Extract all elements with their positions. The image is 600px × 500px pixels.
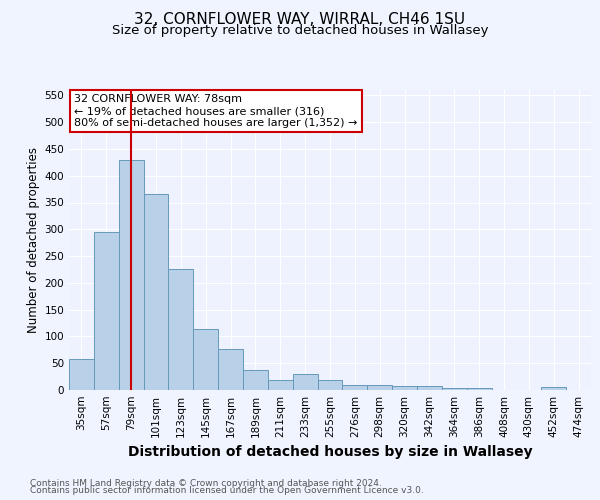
Bar (317, 380, 343, 390)
Bar (169, 270, 193, 390)
X-axis label: Distribution of detached houses by size in Wallasey: Distribution of detached houses by size … (128, 446, 532, 460)
Bar (392, 386, 417, 390)
Text: 32 CORNFLOWER WAY: 78sqm
← 19% of detached houses are smaller (316)
80% of semi-: 32 CORNFLOWER WAY: 78sqm ← 19% of detach… (74, 94, 358, 128)
Bar (143, 194, 169, 390)
Bar (467, 388, 491, 390)
Bar (541, 388, 566, 390)
Bar (442, 388, 467, 390)
Text: Contains public sector information licensed under the Open Government Licence v3: Contains public sector information licen… (30, 486, 424, 495)
Bar (119, 160, 143, 390)
Bar (193, 330, 218, 390)
Bar (343, 384, 367, 390)
Text: Size of property relative to detached houses in Wallasey: Size of property relative to detached ho… (112, 24, 488, 37)
Y-axis label: Number of detached properties: Number of detached properties (27, 147, 40, 333)
Bar (293, 374, 317, 390)
Bar (69, 360, 94, 390)
Bar (218, 350, 243, 390)
Bar (243, 370, 268, 390)
Bar (367, 384, 392, 390)
Text: Contains HM Land Registry data © Crown copyright and database right 2024.: Contains HM Land Registry data © Crown c… (30, 478, 382, 488)
Text: 32, CORNFLOWER WAY, WIRRAL, CH46 1SU: 32, CORNFLOWER WAY, WIRRAL, CH46 1SU (134, 12, 466, 28)
Bar (417, 386, 442, 390)
Bar (94, 232, 119, 390)
Bar (268, 380, 293, 390)
